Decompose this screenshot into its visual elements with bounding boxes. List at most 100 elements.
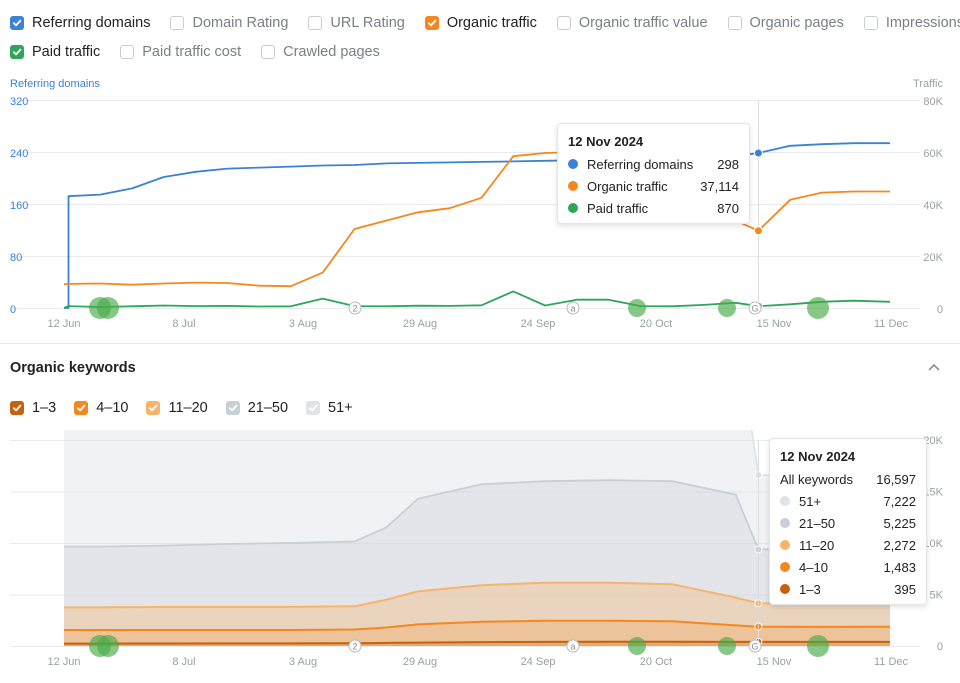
series-line[interactable] [64, 640, 890, 645]
checkbox-checked-icon[interactable] [74, 401, 89, 415]
right-tick-label: 20K [923, 435, 943, 447]
legend-item-4-10[interactable]: 4–10 [74, 400, 128, 416]
left-tick-label: 240 [10, 148, 28, 160]
right-tick-label: 15K [923, 487, 943, 499]
metric-label: Paid traffic cost [142, 44, 242, 60]
metric-crawled-pages[interactable]: Crawled pages [261, 44, 380, 60]
update-bubble[interactable] [628, 299, 646, 317]
annotation-label: 2 [352, 642, 357, 652]
x-tick-label: 11 Dec [874, 656, 909, 668]
metric-organic-traffic[interactable]: Organic traffic [424, 15, 537, 31]
checkbox-checked-icon[interactable] [225, 401, 240, 415]
tooltip-row: 4–10 1,483 [780, 556, 916, 578]
annotation-label: a [570, 642, 575, 652]
annotation-marker[interactable] [566, 301, 580, 315]
checkbox-icon[interactable] [308, 16, 323, 30]
x-tick-label: 3 Aug [289, 318, 317, 330]
tooltip-series-name: 11–20 [799, 537, 835, 553]
metric-organic-traffic-value[interactable]: Organic traffic value [556, 15, 708, 31]
metric-impressions[interactable]: Impressions [863, 15, 960, 31]
update-bubble[interactable] [97, 297, 119, 319]
legend-item-21-50[interactable]: 21–50 [225, 400, 288, 416]
tooltip-date: 12 Nov 2024 [568, 134, 644, 149]
traffic-chart[interactable]: 320 240 160 80 0 80K 60K 40K 20K 0 12 Jun 8 Jul 3 Au… [0, 95, 960, 335]
checkbox-icon[interactable] [556, 16, 571, 30]
legend-item-51-[interactable]: 51+ [306, 400, 353, 416]
keyword-legend: 1–3 4–10 11–20 21–50 51+ [10, 397, 371, 419]
metric-paid-traffic-cost[interactable]: Paid traffic cost [120, 44, 241, 60]
checkbox-icon[interactable] [170, 16, 185, 30]
annotation-label: G [751, 304, 758, 314]
metric-organic-pages[interactable]: Organic pages [727, 15, 844, 31]
checkbox-checked-icon[interactable] [10, 16, 24, 30]
chevron-up-icon[interactable] [926, 360, 942, 376]
tooltip-series-name: 1–3 [799, 581, 821, 597]
left-tick-label: 80 [10, 252, 22, 264]
metric-url-rating[interactable]: URL Rating [308, 15, 405, 31]
right-tick-label: 80K [923, 96, 943, 108]
update-bubble[interactable] [97, 635, 119, 657]
update-bubble[interactable] [807, 297, 829, 319]
highlight-point [753, 226, 763, 236]
series-line-organic-traffic[interactable] [63, 151, 890, 288]
update-bubble[interactable] [628, 637, 646, 655]
kw-total-label: All keywords [780, 471, 853, 487]
x-tick-label: 12 Jun [47, 318, 80, 330]
series-line-paid-traffic[interactable] [63, 290, 891, 309]
legend-dot-icon [780, 540, 790, 550]
tooltip-series-value: 1,483 [883, 559, 916, 575]
metric-domain-rating[interactable]: Domain Rating [170, 15, 288, 31]
checkbox-icon[interactable] [261, 45, 276, 59]
tooltip-series-value: 870 [717, 200, 739, 216]
checkbox-checked-icon[interactable] [10, 45, 24, 59]
legend-item-11-20[interactable]: 11–20 [146, 400, 208, 416]
legend-dot-icon [568, 203, 578, 213]
legend-dot-icon [780, 584, 790, 594]
annotation-marker[interactable] [748, 301, 762, 315]
checkbox-icon[interactable] [120, 45, 135, 59]
tooltip-series-value: 2,272 [883, 537, 916, 553]
metric-label: Organic traffic value [578, 15, 708, 31]
annotation-label: 2 [352, 304, 357, 314]
legend-dot-icon [780, 562, 790, 572]
legend-label: 1–3 [32, 400, 57, 416]
series-line[interactable] [64, 581, 890, 609]
checkbox-checked-icon[interactable] [10, 401, 24, 415]
legend-item-1-3[interactable]: 1–3 [10, 400, 56, 416]
checkbox-icon[interactable] [863, 16, 878, 30]
update-bubble[interactable] [807, 635, 829, 657]
series-line[interactable] [64, 479, 890, 551]
left-tick-label: 320 [10, 96, 28, 108]
tooltip-row: Organic traffic 37,114 [568, 175, 739, 197]
metric-row-1: Referring domains Domain Rating URL Rating… [10, 12, 960, 34]
update-bubble[interactable] [718, 637, 736, 655]
tooltip-series-name: Organic traffic [587, 178, 668, 194]
annotation-marker[interactable] [348, 301, 362, 315]
left-tick-label: 0 [10, 304, 16, 316]
checkbox-icon[interactable] [727, 16, 742, 30]
checkbox-checked-icon[interactable] [424, 16, 439, 30]
legend-dot-icon [780, 496, 790, 506]
checkbox-checked-icon[interactable] [306, 401, 321, 415]
x-tick-label: 8 Jul [172, 318, 195, 330]
series-line[interactable] [64, 619, 891, 631]
update-bubble[interactable] [718, 299, 736, 317]
annotation-marker[interactable] [748, 639, 762, 653]
metric-referring-domains[interactable]: Referring domains [10, 15, 150, 31]
keywords-chart[interactable]: 20K 15K 10K 5K 0 12 Jun 8 Jul 3 Aug 29 Aug 24 Sep… [0, 430, 960, 678]
annotation-label: G [751, 642, 758, 652]
tooltip-series-value: 395 [894, 581, 916, 597]
tooltip-row: Referring domains 298 [568, 153, 739, 175]
checkbox-checked-icon[interactable] [146, 401, 161, 415]
annotation-marker[interactable] [348, 639, 362, 653]
tooltip-series-name: 4–10 [799, 559, 828, 575]
metric-label: Organic traffic [446, 15, 537, 31]
tooltip-row: 21–50 5,225 [780, 512, 916, 534]
tooltip-series-value: 7,222 [883, 493, 916, 509]
tooltip-row: 1–3 395 [780, 578, 916, 600]
metric-paid-traffic[interactable]: Paid traffic [10, 44, 100, 60]
annotation-marker[interactable] [566, 639, 580, 653]
tooltip-row: Paid traffic 870 [568, 197, 739, 219]
left-tick-label: 160 [10, 200, 28, 212]
tooltip-series-name: Referring domains [587, 156, 694, 172]
